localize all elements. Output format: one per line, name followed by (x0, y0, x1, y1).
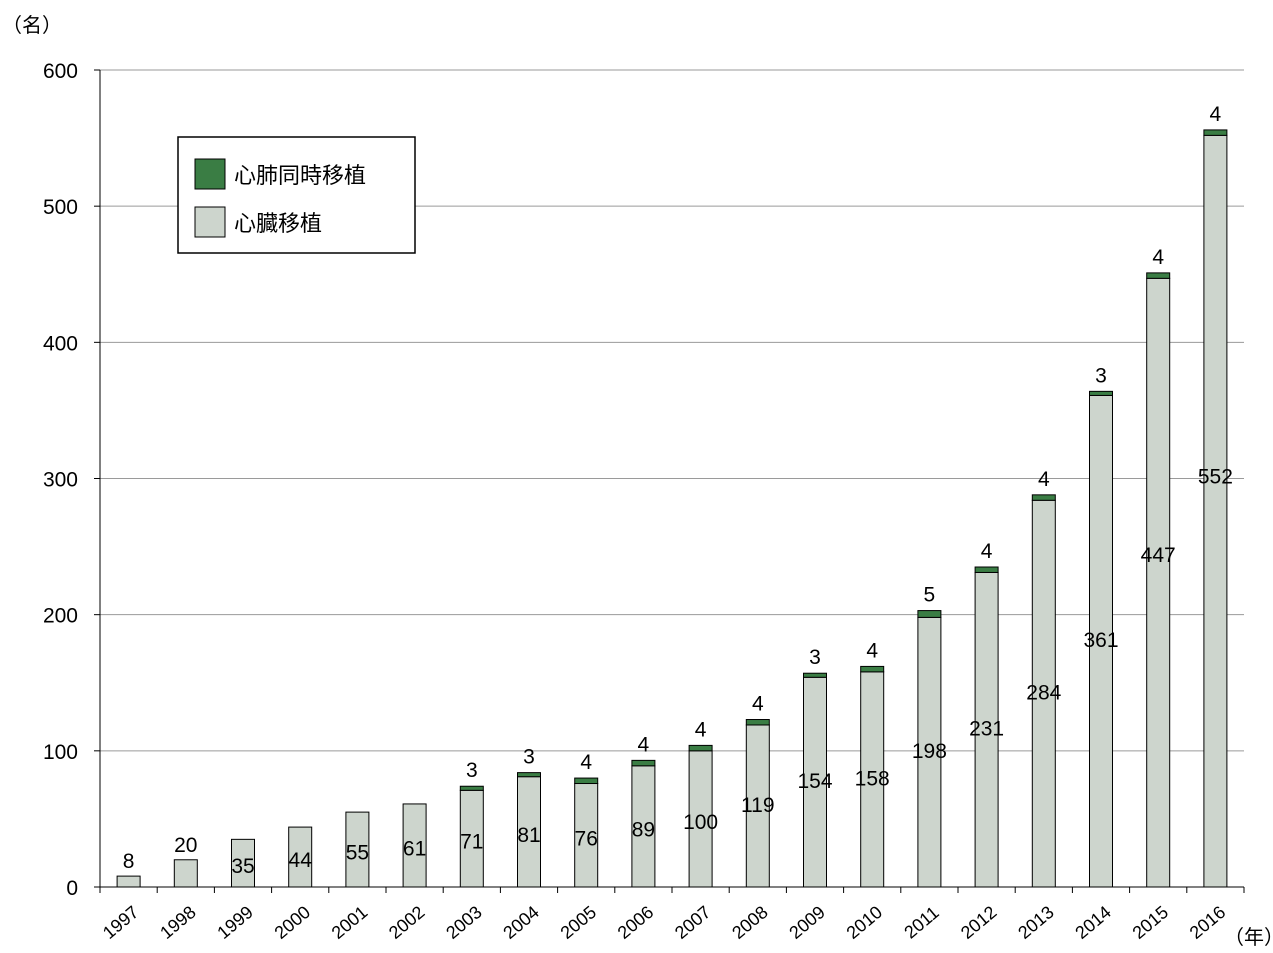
legend-swatch-1 (194, 158, 226, 190)
y-unit-label: （名） (2, 14, 62, 37)
bar-heart-lung-2014 (1089, 390, 1113, 396)
data-label-heart-lung-2003: 3 (466, 759, 478, 782)
data-label-heart-lung-2009: 3 (809, 646, 821, 669)
bar-heart-lung-2005 (574, 777, 599, 785)
bar-heart-lung-2007 (688, 744, 713, 752)
data-label-heart-lung-2010: 4 (866, 639, 878, 662)
x-tick-label-2007: 2007 (671, 902, 715, 943)
bar-heart-lung-2011 (917, 610, 942, 618)
data-label-heart-2013: 284 (1026, 682, 1061, 705)
bar-heart-2000 (288, 826, 313, 888)
data-label-heart-lung-2015: 4 (1152, 246, 1164, 269)
x-tick-label-2013: 2013 (1014, 902, 1058, 943)
bar-heart-2002 (402, 803, 427, 888)
data-label-heart-2011: 198 (912, 740, 947, 763)
data-label-heart-2004: 81 (517, 824, 540, 847)
x-tick-label-1997: 1997 (99, 902, 143, 943)
bar-heart-lung-2013 (1031, 494, 1056, 501)
data-label-heart-1997: 8 (123, 850, 135, 873)
data-label-heart-lung-2005: 4 (580, 751, 592, 774)
bar-heart-lung-2008 (745, 719, 770, 726)
data-label-heart-2014: 361 (1083, 629, 1118, 652)
data-label-heart-lung-2014: 3 (1095, 364, 1107, 387)
data-label-heart-2007: 100 (683, 811, 718, 834)
bar-heart-2016 (1203, 134, 1228, 888)
y-tick-label: 600 (43, 60, 78, 83)
data-label-heart-lung-2006: 4 (638, 733, 650, 756)
x-tick-label-2015: 2015 (1129, 902, 1173, 943)
x-tick-label-2002: 2002 (385, 902, 429, 943)
legend-swatch-0 (194, 206, 226, 238)
data-label-heart-2003: 71 (460, 831, 483, 854)
bar-heart-1998 (173, 859, 198, 888)
data-label-heart-2000: 44 (289, 849, 313, 872)
y-tick-label: 200 (43, 605, 78, 628)
data-label-heart-2005: 76 (575, 827, 598, 850)
bar-heart-1999 (231, 838, 255, 888)
data-label-heart-2009: 154 (797, 770, 832, 793)
x-tick-label-2005: 2005 (557, 902, 601, 943)
data-label-heart-2006: 89 (632, 818, 655, 841)
data-label-heart-2008: 119 (741, 794, 774, 817)
data-label-heart-2001: 55 (346, 842, 369, 865)
data-label-heart-2015: 447 (1141, 544, 1176, 567)
bar-heart-2001 (345, 811, 370, 888)
data-label-heart-lung-2011: 5 (924, 584, 936, 607)
x-tick-label-2000: 2000 (271, 902, 315, 943)
legend-label-0: 心臓移植 (234, 211, 322, 236)
data-label-heart-lung-2004: 3 (523, 746, 535, 769)
data-label-heart-lung-2013: 4 (1038, 468, 1050, 491)
bar-heart-lung-2004 (517, 772, 541, 778)
x-tick-label-1999: 1999 (213, 902, 257, 943)
data-label-heart-lung-2012: 4 (981, 540, 993, 563)
data-label-heart-1999: 35 (231, 855, 254, 878)
data-label-heart-lung-2016: 4 (1210, 103, 1222, 126)
y-tick-label: 0 (66, 877, 78, 900)
bars (116, 129, 1228, 888)
x-tick-label-2011: 2011 (900, 902, 943, 942)
data-label-heart-2010: 158 (855, 767, 890, 790)
y-tick-label: 100 (43, 741, 78, 764)
x-tick-label-2003: 2003 (442, 902, 486, 943)
x-tick-label-2009: 2009 (785, 902, 829, 943)
data-label-heart-2002: 61 (403, 837, 426, 860)
data-label-heart-2016: 552 (1198, 466, 1233, 489)
x-tick-label-2006: 2006 (614, 902, 658, 943)
x-tick-label-2008: 2008 (728, 902, 772, 943)
x-tick-label-2010: 2010 (843, 902, 887, 943)
x-tick-label-2014: 2014 (1071, 902, 1115, 943)
y-tick-label: 500 (43, 196, 78, 219)
x-unit-label: （年） (1224, 926, 1273, 948)
data-label-heart-2012: 231 (969, 718, 1004, 741)
bar-heart-lung-2016 (1203, 129, 1228, 136)
x-tick-label-2001: 2001 (328, 902, 372, 943)
y-tick-label: 300 (43, 469, 78, 492)
bar-heart-lung-2003 (459, 785, 484, 791)
legend-label-1: 心肺同時移植 (234, 163, 366, 188)
bar-heart-lung-2009 (803, 672, 827, 678)
x-tick-label-2016: 2016 (1186, 902, 1230, 943)
x-tick-label-1998: 1998 (156, 902, 200, 943)
bar-heart-lung-2006 (631, 759, 656, 767)
bar-heart-1997 (116, 875, 141, 888)
y-tick-label: 400 (43, 332, 78, 355)
data-label-heart-1998: 20 (174, 834, 197, 857)
bar-heart-lung-2015 (1146, 272, 1171, 279)
bar-heart-lung-2012 (974, 566, 999, 573)
data-label-heart-lung-2008: 4 (752, 693, 764, 716)
x-tick-label-2012: 2012 (957, 902, 1001, 943)
data-label-heart-lung-2007: 4 (695, 718, 707, 741)
bar-heart-2015 (1146, 277, 1171, 888)
x-tick-label-2004: 2004 (499, 902, 543, 943)
bar-heart-lung-2010 (860, 665, 885, 673)
